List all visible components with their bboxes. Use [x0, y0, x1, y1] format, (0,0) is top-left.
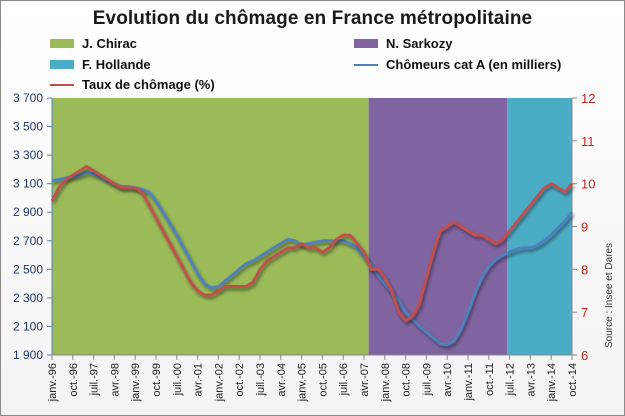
legend-label-chirac: J. Chirac — [82, 36, 137, 51]
legend-swatch-chirac — [50, 39, 74, 48]
x-tick-label: avr.-13 — [525, 363, 537, 397]
x-tick-label: janv.-05 — [297, 363, 309, 402]
left-tick-label: 3 700 — [13, 91, 43, 105]
source-text: Source : Insee et Dares — [604, 243, 615, 348]
legend-label-chomeurs: Chômeurs cat A (en milliers) — [386, 57, 562, 72]
x-tick-label: oct.-14 — [567, 363, 579, 397]
series-line-taux — [50, 165, 574, 323]
left-tick-label: 2 500 — [13, 262, 43, 276]
x-tick-label: juil.-06 — [338, 363, 350, 396]
x-tick-label: avr.-04 — [276, 363, 288, 397]
period-band-1 — [368, 98, 508, 355]
x-tick-label: oct.-99 — [151, 363, 163, 397]
left-tick-label: 2 100 — [13, 319, 43, 333]
legend-item-chomeurs: Chômeurs cat A (en milliers) — [354, 57, 561, 72]
left-tick-label: 2 700 — [13, 234, 43, 248]
x-tick-label: juil.-09 — [421, 363, 433, 396]
right-tick-label: 11 — [581, 134, 595, 149]
period-band-2 — [507, 98, 572, 355]
x-tick-label: janv.-02 — [213, 363, 225, 402]
x-tick-label: juil.-00 — [172, 363, 184, 396]
x-tick-label: janv.-99 — [130, 363, 142, 402]
period-bands — [52, 98, 572, 355]
legend-item-hollande: F. Hollande — [50, 57, 151, 72]
left-tick-label: 3 100 — [13, 177, 43, 191]
x-tick-label: oct.-96 — [68, 363, 80, 397]
legend-label-hollande: F. Hollande — [82, 57, 151, 72]
legend-item-chirac: J. Chirac — [50, 36, 137, 51]
axes: 1 900 2 100 2 300 2 500 2 700 2 900 3 100 3 300… — [13, 91, 596, 402]
legend-item-sarkozy: N. Sarkozy — [354, 36, 452, 51]
legend-swatch-sarkozy — [354, 39, 378, 48]
left-tick-label: 3 300 — [13, 148, 43, 162]
legend-swatch-hollande — [50, 60, 74, 69]
x-tick-label: janv.-96 — [47, 363, 59, 402]
x-tick-label: janv.-08 — [380, 363, 392, 402]
right-tick-label: 6 — [581, 348, 588, 363]
x-tick-label: janv.-11 — [463, 363, 475, 402]
right-tick-label: 9 — [581, 220, 588, 235]
right-tick-label: 8 — [581, 262, 588, 277]
chart-title: Evolution du chômage en France métropoli… — [92, 8, 533, 29]
x-tick-label: avr.-01 — [193, 363, 205, 397]
x-tick-label: avr.-98 — [109, 363, 121, 397]
legend-label-taux: Taux de chômage (%) — [82, 77, 215, 92]
x-tick-label: oct.-08 — [401, 363, 413, 397]
period-band-0 — [52, 98, 369, 355]
legend-swatch-taux — [50, 83, 74, 86]
legend-item-taux: Taux de chômage (%) — [50, 77, 215, 92]
x-tick-label: janv.-14 — [546, 363, 558, 402]
series-lines — [50, 165, 574, 347]
left-tick-label: 2 300 — [13, 291, 43, 305]
left-tick-label: 1 900 — [13, 348, 43, 362]
left-tick-label: 2 900 — [13, 205, 43, 219]
right-tick-label: 10 — [581, 177, 595, 192]
x-tick-label: juil.-03 — [255, 363, 267, 396]
x-tick-label: oct.-02 — [234, 363, 246, 397]
x-tick-label: oct.-11 — [484, 363, 496, 396]
source-note: Source : Insee et Dares — [596, 230, 620, 350]
x-tick-label: juil.-12 — [505, 363, 517, 396]
x-tick-label: avr.-10 — [442, 363, 454, 397]
right-tick-label: 7 — [581, 305, 588, 320]
left-tick-label: 3 500 — [13, 120, 43, 134]
legend-swatch-chomeurs — [354, 63, 378, 66]
right-tick-label: 12 — [581, 91, 595, 106]
x-tick-label: avr.-07 — [359, 363, 371, 397]
legend-label-sarkozy: N. Sarkozy — [386, 36, 453, 51]
x-tick-label: juil.-97 — [89, 363, 101, 396]
x-tick-label: oct.-05 — [317, 363, 329, 397]
